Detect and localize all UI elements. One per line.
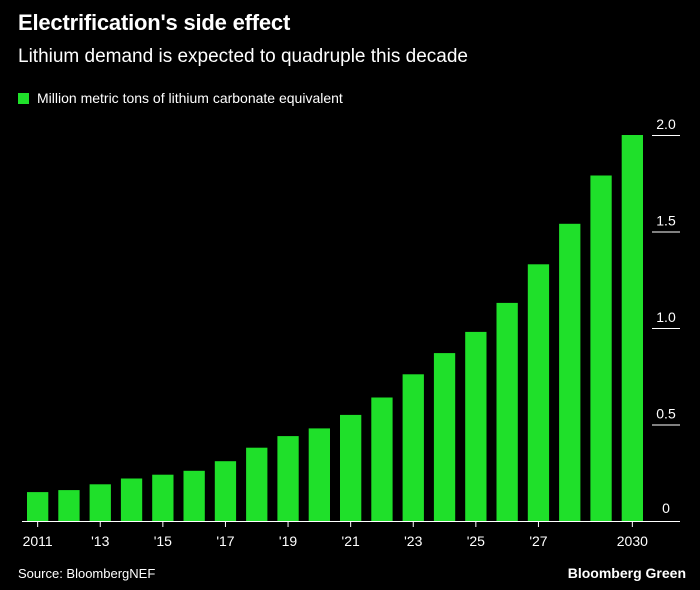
x-tick-label: '21 [342,533,360,549]
bar-2018 [246,447,268,521]
bar-chart: 0 0.5 1.0 1.5 2.0 2011 '13 '15 '17 '19 '21 '23 '25 '… [22,116,680,549]
bar-2011 [27,492,49,521]
source-note: Source: BloombergNEF [18,566,156,581]
bar-2024 [433,353,456,521]
bar-2026 [496,302,518,521]
y-tick-label: 0.5 [656,406,676,422]
y-tick-label: 0 [662,500,670,516]
bars-group [22,135,680,522]
bar-2021 [340,414,362,521]
bar-2016 [183,470,205,521]
bar-2014 [120,478,143,521]
x-tick-label: '15 [154,533,172,549]
bar-2020 [308,428,330,521]
y-axis: 0 0.5 1.0 1.5 2.0 [652,116,680,516]
bar-2027 [527,264,550,521]
x-tick-label: '17 [216,533,234,549]
legend: Million metric tons of lithium carbonate… [18,90,343,106]
bar-2015 [152,474,174,521]
x-axis: 2011 '13 '15 '17 '19 '21 '23 '25 '27 2030 [23,521,648,549]
bar-2025 [465,331,487,521]
bar-2030 [621,135,643,521]
x-tick-label: '19 [279,533,297,549]
bar-2023 [402,374,424,521]
legend-label: Million metric tons of lithium carbonate… [37,90,343,106]
y-tick-label: 1.5 [656,213,676,229]
x-tick-label: '23 [404,533,422,549]
brand-logo: Bloomberg Green [567,565,686,581]
y-tick-label: 1.0 [656,309,676,325]
y-tick-label: 2.0 [656,116,676,132]
x-tick-label: '13 [91,533,109,549]
bar-2028 [559,223,581,522]
bar-2012 [58,490,80,521]
bar-2022 [371,397,393,521]
bar-2017 [214,461,237,521]
chart-subtitle: Lithium demand is expected to quadruple … [18,46,468,67]
x-tick-label: '25 [467,533,485,549]
bar-2029 [590,175,612,521]
x-tick-label: 2030 [617,533,648,549]
bar-2019 [277,436,299,521]
chart-title: Electrification's side effect [18,10,291,35]
legend-swatch [18,92,29,104]
bar-2013 [89,484,111,521]
x-tick-label: 2011 [23,533,53,549]
x-tick-label: '27 [529,533,547,549]
